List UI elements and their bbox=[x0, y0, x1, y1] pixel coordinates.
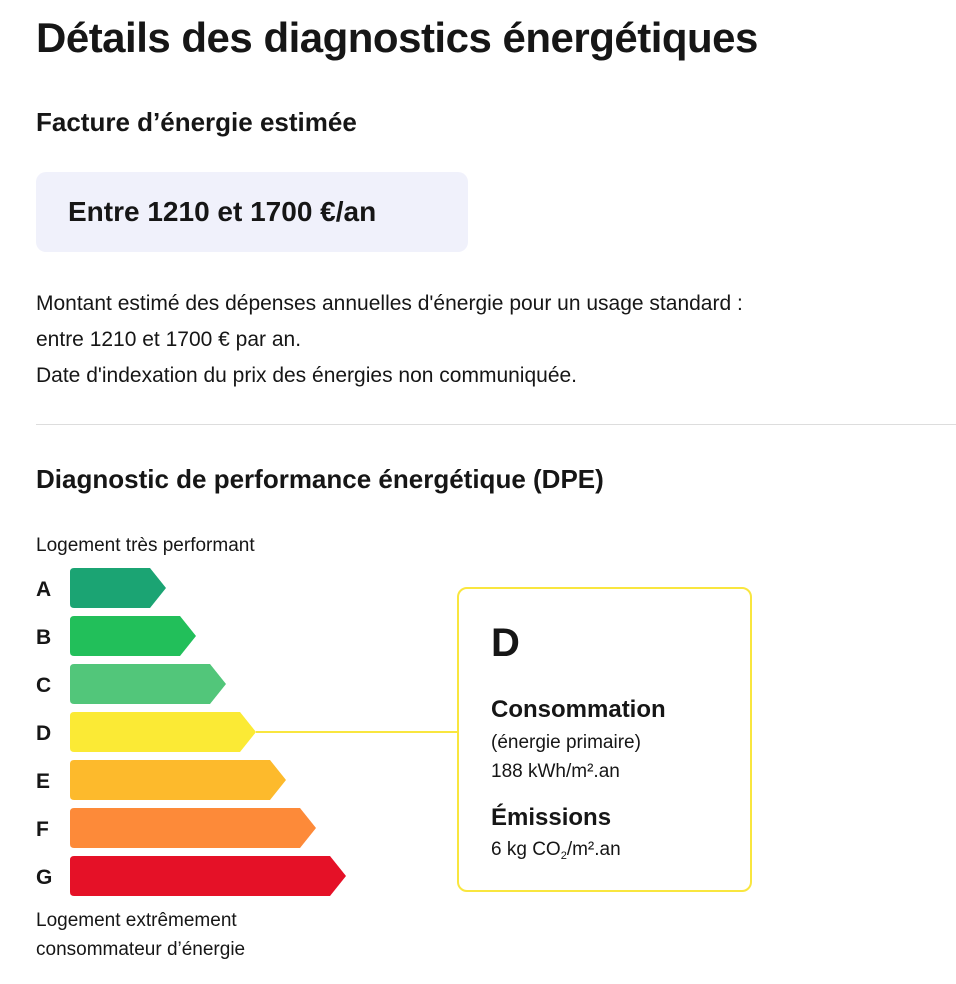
energy-bill-description-line: entre 1210 et 1700 € par an. bbox=[36, 328, 302, 351]
dpe-class-bar-c bbox=[70, 664, 226, 704]
emissions-value-subscript: 2 bbox=[560, 850, 567, 862]
scale-bottom-label-line: Logement extrêmement bbox=[36, 910, 237, 931]
dpe-class-bar-a bbox=[70, 568, 166, 608]
page-title: Détails des diagnostics énergétiques bbox=[36, 14, 758, 61]
dpe-class-letter-c: C bbox=[36, 674, 51, 697]
energy-bill-description-line: Date d'indexation du prix des énergies n… bbox=[36, 364, 578, 387]
emissions-value-prefix: 6 kg CO bbox=[491, 839, 561, 860]
dpe-result-letter: D bbox=[491, 621, 520, 665]
emissions-title: Émissions bbox=[491, 804, 612, 831]
scale-top-label: Logement très performant bbox=[36, 535, 255, 556]
dpe-class-bar-e bbox=[70, 760, 286, 800]
dpe-class-bar-d bbox=[70, 712, 256, 752]
energy-bill-amount-box: Entre 1210 et 1700 €/an bbox=[36, 172, 468, 252]
consumption-value: 188 kWh/m².an bbox=[491, 761, 620, 782]
consumption-subtitle: (énergie primaire) bbox=[491, 732, 641, 753]
section-divider bbox=[36, 424, 956, 425]
dpe-class-letter-b: B bbox=[36, 626, 51, 649]
emissions-value-suffix: /m².an bbox=[566, 839, 621, 860]
scale-bottom-label-line: consommateur d’énergie bbox=[36, 939, 246, 960]
dpe-class-bar-b bbox=[70, 616, 196, 656]
dpe-class-letter-f: F bbox=[36, 818, 49, 841]
dpe-class-bar-g bbox=[70, 856, 346, 896]
dpe-class-letter-e: E bbox=[36, 770, 50, 793]
emissions-value: 6 kg CO2/m².an bbox=[491, 836, 621, 870]
energy-bill-title: Facture d’énergie estimée bbox=[36, 107, 357, 137]
energy-bill-description-line: Montant estimé des dépenses annuelles d'… bbox=[36, 292, 743, 315]
dpe-class-bar-f bbox=[70, 808, 316, 848]
dpe-class-letter-d: D bbox=[36, 722, 51, 745]
consumption-title: Consommation bbox=[491, 696, 666, 723]
energy-bill-amount: Entre 1210 et 1700 €/an bbox=[68, 196, 377, 227]
dpe-title: Diagnostic de performance énergétique (D… bbox=[36, 464, 604, 494]
scale-bottom-label: Logement extrêmement consommateur d’éner… bbox=[36, 906, 245, 964]
dpe-result-card: D Consommation (énergie primaire) 188 kW… bbox=[457, 587, 752, 892]
energy-bill-description: Montant estimé des dépenses annuelles d'… bbox=[36, 286, 936, 394]
dpe-class-letter-g: G bbox=[36, 866, 52, 889]
dpe-class-letter-a: A bbox=[36, 578, 51, 601]
